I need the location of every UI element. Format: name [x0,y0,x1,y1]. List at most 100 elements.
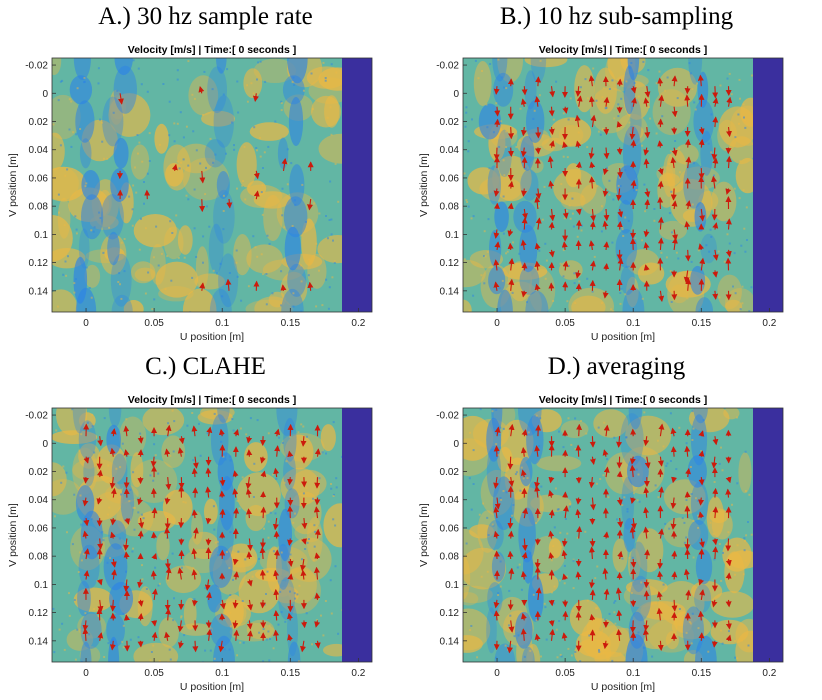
velocity-vector [246,449,253,457]
noise-speckle [620,59,623,62]
velocity-vector [549,140,555,148]
y-tick-label: 0.1 [34,580,48,591]
noise-speckle [572,225,575,228]
velocity-vector [192,527,199,539]
noise-speckle [137,152,139,155]
noise-speckle [90,229,93,232]
noise-speckle [177,256,180,259]
noise-speckle [584,530,587,533]
intensity-patch [526,643,541,662]
noise-speckle [315,619,318,622]
noise-speckle [578,280,581,283]
noise-speckle [292,305,295,308]
noise-speckle [483,282,486,285]
noise-speckle [329,180,332,183]
noise-speckle [470,217,473,220]
noise-speckle [544,242,547,245]
intensity-patch [489,229,502,268]
noise-speckle [296,593,299,596]
noise-speckle [744,250,747,253]
intensity-patch [520,169,539,201]
noise-speckle [694,108,697,111]
noise-speckle [74,215,77,218]
noise-speckle [501,279,504,282]
intensity-patch [626,249,660,276]
intensity-patch [497,289,513,312]
noise-speckle [495,549,498,552]
velocity-vector [110,612,117,621]
noise-speckle [562,446,565,449]
intensity-patch [210,414,229,466]
y-tick-label: 0.02 [29,467,49,478]
noise-speckle [226,68,229,71]
noise-speckle [136,134,139,136]
panel-b: B.) 10 hz sub-sampling Velocity [m/s] | … [411,0,822,350]
noise-speckle [291,225,294,227]
intensity-patch [111,453,128,490]
intensity-patch [710,591,755,618]
intensity-patch [569,599,602,637]
noise-speckle [624,293,627,296]
velocity-vector [712,290,719,300]
noise-speckle [178,167,181,170]
noise-speckle [53,515,56,518]
noise-speckle [640,581,643,584]
noise-speckle [655,132,658,135]
noise-speckle [232,578,234,581]
noise-speckle [621,228,624,231]
velocity-vector [562,106,569,114]
noise-speckle [744,450,747,453]
noise-speckle [235,249,238,252]
noise-speckle [655,82,658,85]
velocity-vector [313,566,320,580]
velocity-vector [232,470,239,478]
noise-speckle [505,87,508,90]
velocity-vector [657,570,664,580]
noise-speckle [271,292,274,295]
noise-speckle [132,547,135,550]
intensity-patch [526,415,544,465]
intensity-patch [725,299,743,312]
noise-speckle [670,301,673,303]
noise-speckle [118,272,121,275]
intensity-patch [629,541,648,593]
velocity-vector [711,456,718,469]
velocity-vector [616,221,623,230]
velocity-vector [603,466,610,478]
noise-speckle [332,421,335,424]
y-tick-label: 0.08 [440,552,460,563]
noise-speckle [219,262,222,265]
velocity-vector [137,613,144,621]
velocity-vector [698,243,705,251]
noise-speckle [123,270,126,273]
intensity-patch [690,265,706,295]
noise-speckle [57,99,60,102]
noise-speckle [302,89,305,92]
noise-speckle [623,60,626,63]
noise-speckle [187,198,190,201]
velocity-vector [520,127,527,137]
x-tick-label: 0.05 [144,318,164,329]
noise-speckle [300,234,303,237]
noise-speckle [662,445,665,448]
noise-speckle [586,599,589,602]
velocity-vector [711,208,718,221]
velocity-vector [493,599,500,609]
noise-speckle [152,256,155,259]
noise-speckle [550,559,553,562]
noise-speckle [567,647,570,650]
noise-speckle [90,518,93,521]
y-tick-label: -0.02 [436,411,459,422]
velocity-vector [164,497,171,505]
noise-speckle [683,541,686,544]
noise-speckle [644,210,647,213]
noise-speckle [529,552,532,555]
noise-speckle [719,84,722,87]
noise-speckle [324,600,327,602]
y-tick-label: 0.04 [440,145,460,156]
intensity-patch [130,261,156,284]
noise-speckle [203,70,206,73]
intensity-patch [236,142,257,188]
noise-speckle [268,659,271,662]
y-tick-label: 0.12 [29,608,49,619]
